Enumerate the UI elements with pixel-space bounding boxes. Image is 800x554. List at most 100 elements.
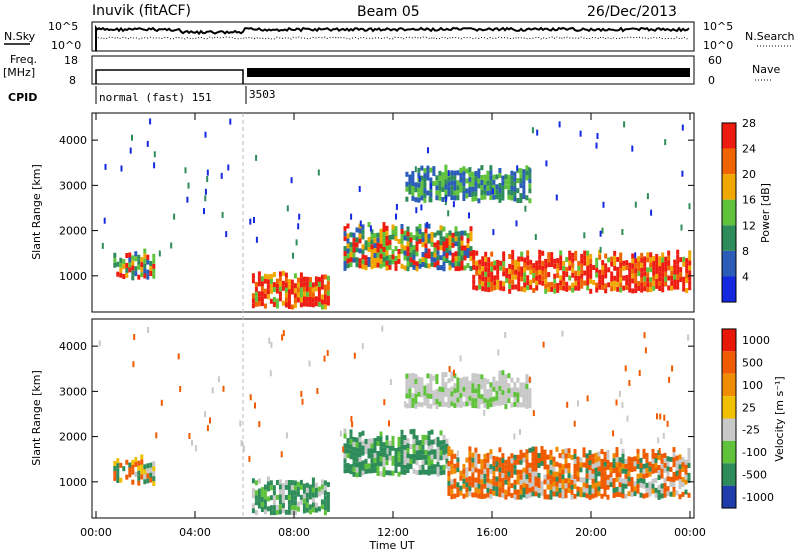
data-cell bbox=[320, 274, 324, 280]
data-cell bbox=[522, 482, 526, 488]
data-cell bbox=[406, 468, 410, 473]
data-cell bbox=[525, 403, 529, 409]
data-cell bbox=[442, 439, 446, 445]
data-cell bbox=[299, 499, 303, 505]
data-cell bbox=[688, 250, 692, 256]
data-cell bbox=[631, 258, 635, 264]
data-cell bbox=[621, 448, 625, 454]
data-cell bbox=[483, 409, 486, 416]
data-cell bbox=[364, 255, 368, 261]
data-cell bbox=[643, 281, 647, 287]
data-cell bbox=[471, 378, 475, 384]
data-cell bbox=[604, 288, 608, 294]
data-cell bbox=[492, 396, 496, 402]
data-cell bbox=[631, 263, 635, 269]
data-cell bbox=[442, 469, 446, 475]
data-cell bbox=[504, 389, 508, 395]
data-cell bbox=[688, 280, 692, 286]
data-cell bbox=[567, 483, 571, 488]
data-cell bbox=[553, 288, 557, 294]
data-cell bbox=[621, 493, 625, 499]
data-cell bbox=[561, 494, 565, 500]
data-cell bbox=[543, 474, 547, 480]
data-cell bbox=[427, 248, 431, 254]
data-cell bbox=[364, 468, 368, 474]
data-cell bbox=[519, 168, 523, 174]
data-cell bbox=[618, 477, 622, 483]
data-cell bbox=[131, 260, 135, 266]
data-cell bbox=[411, 181, 415, 186]
data-cell bbox=[502, 256, 506, 262]
data-cell bbox=[442, 251, 446, 257]
data-cell bbox=[465, 401, 469, 407]
data-cell bbox=[519, 392, 523, 398]
data-cell bbox=[639, 457, 643, 463]
data-cell bbox=[597, 481, 601, 487]
data-cell bbox=[678, 454, 682, 460]
data-cell bbox=[510, 185, 514, 191]
data-cell bbox=[429, 192, 433, 198]
velocity-ylabel: Slant Range [km] bbox=[30, 370, 43, 466]
data-cell bbox=[555, 446, 559, 452]
data-cell bbox=[424, 454, 428, 460]
data-cell bbox=[585, 463, 589, 469]
data-cell bbox=[480, 459, 484, 465]
data-cell bbox=[561, 330, 564, 337]
data-cell bbox=[457, 266, 461, 272]
data-cell bbox=[160, 399, 163, 406]
data-cell bbox=[558, 487, 562, 493]
data-cell bbox=[466, 243, 470, 249]
data-cell bbox=[531, 491, 535, 497]
data-cell bbox=[373, 452, 377, 458]
data-cell bbox=[484, 276, 488, 282]
data-cell bbox=[269, 505, 273, 511]
data-cell bbox=[456, 487, 460, 493]
data-cell bbox=[645, 467, 649, 473]
data-cell bbox=[661, 272, 665, 278]
data-cell bbox=[663, 487, 667, 493]
data-cell bbox=[424, 243, 428, 249]
data-cell bbox=[414, 388, 418, 394]
data-cell bbox=[438, 195, 442, 201]
data-cell bbox=[613, 280, 617, 286]
data-cell bbox=[504, 379, 508, 385]
data-cell bbox=[480, 374, 484, 380]
data-cell bbox=[433, 449, 437, 455]
data-cell bbox=[314, 281, 318, 287]
data-cell bbox=[579, 487, 583, 493]
data-cell bbox=[561, 479, 565, 485]
data-cell bbox=[489, 464, 493, 470]
data-cell bbox=[116, 458, 120, 464]
data-cell bbox=[510, 473, 514, 479]
data-cell bbox=[483, 184, 487, 190]
data-cell bbox=[498, 492, 502, 498]
data-cell bbox=[537, 458, 541, 463]
data-cell bbox=[293, 288, 297, 294]
data-cell bbox=[595, 272, 599, 278]
data-cell bbox=[113, 262, 117, 268]
xtick-label: 08:00 bbox=[278, 526, 310, 539]
data-cell bbox=[140, 267, 144, 273]
data-cell bbox=[570, 474, 574, 480]
data-cell bbox=[417, 401, 421, 407]
data-cell bbox=[421, 459, 425, 465]
data-cell bbox=[251, 488, 255, 494]
data-cell bbox=[468, 395, 472, 401]
data-cell bbox=[600, 459, 604, 464]
data-cell bbox=[456, 190, 460, 196]
data-cell bbox=[493, 280, 497, 286]
data-cell bbox=[531, 451, 535, 457]
date-title: 26/Dec/2013 bbox=[587, 4, 677, 20]
data-cell bbox=[257, 276, 261, 282]
data-cell bbox=[290, 304, 294, 310]
data-cell bbox=[516, 402, 520, 408]
data-cell bbox=[460, 265, 464, 271]
data-cell bbox=[609, 462, 613, 468]
data-cell bbox=[679, 277, 683, 283]
colorbar-swatch bbox=[722, 199, 736, 226]
data-cell bbox=[519, 198, 523, 203]
data-cell bbox=[462, 176, 466, 182]
data-cell bbox=[468, 390, 472, 396]
data-cell bbox=[436, 456, 440, 462]
data-cell bbox=[603, 491, 607, 497]
